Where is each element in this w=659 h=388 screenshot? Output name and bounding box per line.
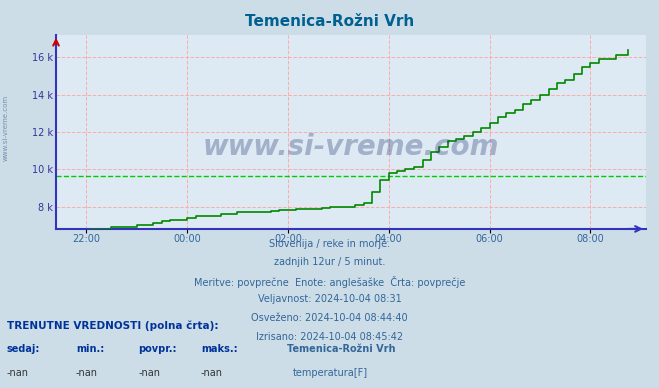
Text: -nan: -nan — [201, 368, 223, 378]
Text: sedaj:: sedaj: — [7, 344, 40, 354]
Text: Meritve: povprečne  Enote: anglešaške  Črta: povprečje: Meritve: povprečne Enote: anglešaške Črt… — [194, 276, 465, 288]
Text: povpr.:: povpr.: — [138, 344, 177, 354]
Text: -nan: -nan — [76, 368, 98, 378]
Text: -nan: -nan — [138, 368, 160, 378]
Text: www.si-vreme.com: www.si-vreme.com — [2, 95, 9, 161]
Text: zadnjih 12ur / 5 minut.: zadnjih 12ur / 5 minut. — [273, 257, 386, 267]
Text: Temenica-Rožni Vrh: Temenica-Rožni Vrh — [287, 344, 395, 354]
Text: -nan: -nan — [7, 368, 28, 378]
Text: TRENUTNE VREDNOSTI (polna črta):: TRENUTNE VREDNOSTI (polna črta): — [7, 320, 218, 331]
Text: temperatura[F]: temperatura[F] — [293, 368, 368, 378]
Text: www.si-vreme.com: www.si-vreme.com — [203, 133, 499, 161]
Text: Slovenija / reke in morje.: Slovenija / reke in morje. — [269, 239, 390, 249]
Text: Osveženo: 2024-10-04 08:44:40: Osveženo: 2024-10-04 08:44:40 — [251, 313, 408, 323]
Text: min.:: min.: — [76, 344, 104, 354]
Text: Veljavnost: 2024-10-04 08:31: Veljavnost: 2024-10-04 08:31 — [258, 294, 401, 305]
Text: Temenica-Rožni Vrh: Temenica-Rožni Vrh — [245, 14, 414, 29]
Text: Izrisano: 2024-10-04 08:45:42: Izrisano: 2024-10-04 08:45:42 — [256, 332, 403, 342]
Text: maks.:: maks.: — [201, 344, 238, 354]
